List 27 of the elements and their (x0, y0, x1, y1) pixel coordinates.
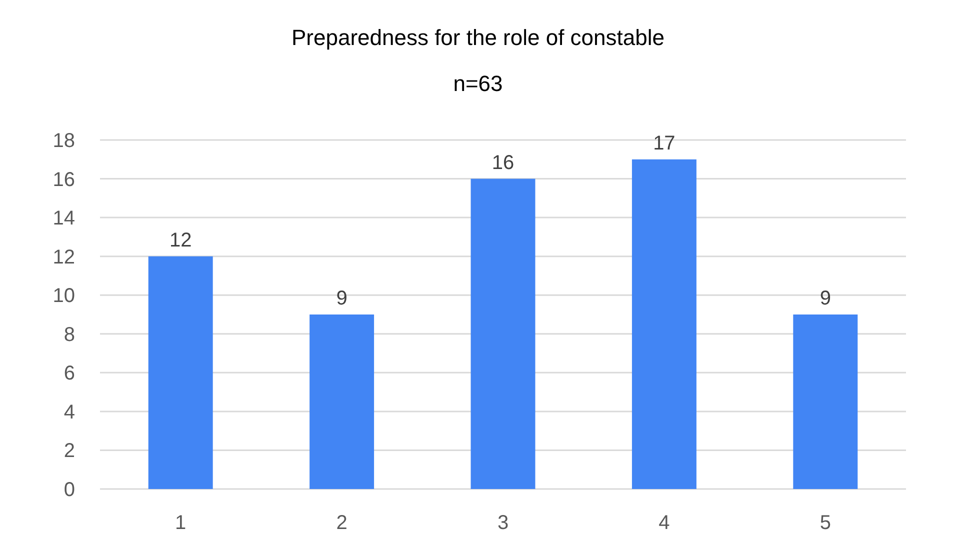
bar (148, 256, 213, 489)
x-tick-label: 4 (658, 512, 670, 534)
data-label: 17 (653, 132, 676, 154)
x-tick-label: 3 (497, 512, 509, 534)
y-tick-label: 8 (64, 324, 75, 346)
data-label: 9 (820, 288, 831, 310)
chart-subtitle: n=63 (453, 71, 503, 96)
x-tick-label: 1 (175, 512, 186, 534)
chart-title: Preparedness for the role of constable (291, 25, 665, 50)
bar (310, 314, 374, 489)
y-tick-label: 12 (52, 246, 75, 268)
y-tick-label: 0 (64, 479, 75, 501)
bar (632, 159, 696, 489)
x-tick-label: 5 (820, 512, 831, 534)
y-tick-label: 10 (52, 285, 75, 308)
y-tick-label: 4 (64, 401, 75, 424)
x-tick-label: 2 (336, 512, 348, 534)
y-tick-label: 6 (64, 362, 75, 385)
data-label: 12 (169, 229, 192, 252)
data-label: 9 (336, 288, 348, 310)
bar (793, 314, 858, 489)
y-tick-label: 18 (52, 130, 75, 152)
y-tick-label: 2 (64, 440, 75, 462)
data-label: 16 (492, 152, 514, 174)
bar (470, 178, 536, 489)
y-tick-label: 16 (52, 168, 75, 191)
y-tick-label: 14 (52, 208, 75, 230)
